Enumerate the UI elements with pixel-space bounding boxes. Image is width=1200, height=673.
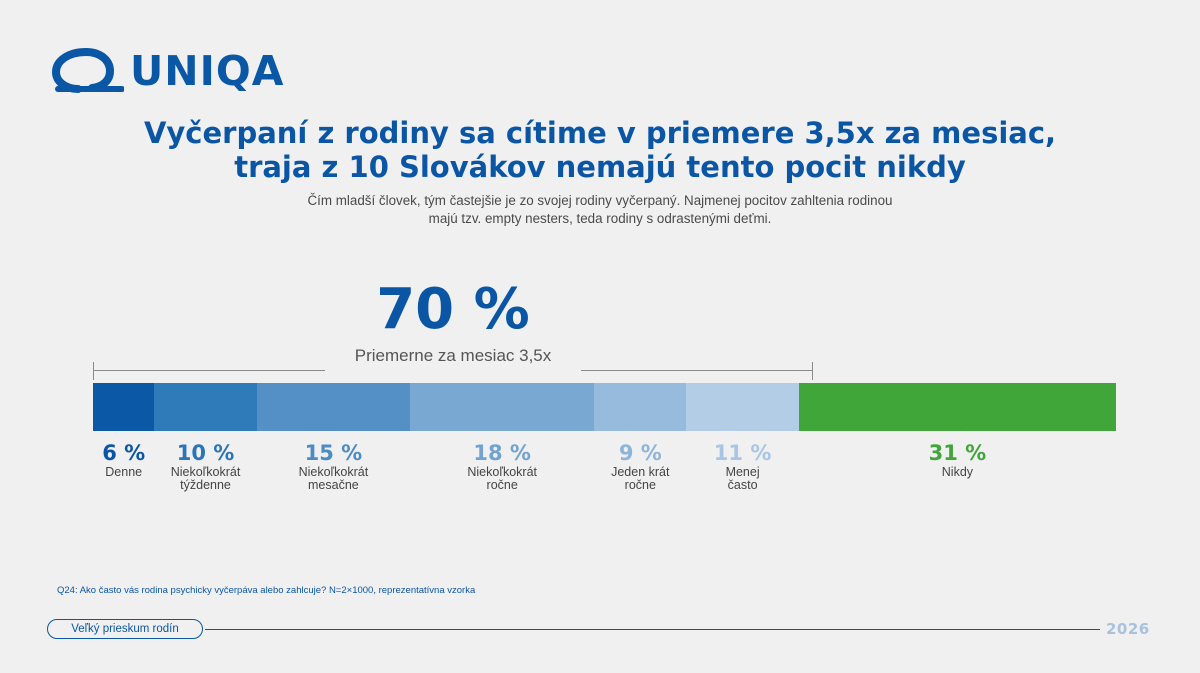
segment-category-line: Denne — [105, 465, 143, 479]
page-title: Vyčerpaní z rodiny sa cítime v priemere … — [0, 116, 1200, 184]
segment-category-label: Jeden krát ročne — [570, 466, 710, 492]
segment-label: 9 % Jeden krát ročne — [570, 440, 710, 492]
bracket-value-label: 70 % — [376, 277, 530, 342]
segment-category-line: Niekoľkokrát — [170, 465, 241, 479]
subtitle-line-1: Čím mladší človek, tým častejšie je zo s… — [307, 193, 893, 208]
bar-segment — [154, 383, 257, 431]
segment-category-line: Menej — [725, 465, 760, 479]
segment-label: 11 % Menej často — [673, 440, 813, 492]
segment-category-line: Niekoľkokrát — [467, 465, 538, 479]
bracket-left-tick — [93, 362, 94, 380]
segment-category-line: ročne — [624, 478, 656, 492]
bracket-right-tick — [812, 362, 813, 380]
page-subtitle: Čím mladší človek, tým častejšie je zo s… — [0, 192, 1200, 228]
segment-value-label: 9 % — [618, 441, 662, 465]
subtitle-line-2: majú tzv. empty nesters, teda rodiny s o… — [428, 211, 772, 226]
bar-segment — [594, 383, 687, 431]
segment-value-label: 10 % — [176, 441, 235, 465]
bar-segment — [93, 383, 155, 431]
segment-category-line: často — [727, 478, 758, 492]
segment-category-label: Niekoľkokrát ročne — [432, 466, 572, 492]
bracket-right-line — [581, 370, 813, 371]
segment-category-label: Denne — [54, 466, 194, 479]
segment-category-label: Niekoľkokrát týždenne — [136, 466, 276, 492]
stacked-bar — [93, 383, 1116, 431]
brand-name: UNIQA — [130, 47, 285, 95]
segment-label: 10 % Niekoľkokrát týždenne — [136, 440, 276, 492]
segment-value-label: 31 % — [928, 441, 987, 465]
segment-labels: 6 % Denne 10 % Niekoľkokrát týždenne 15 % Niek… — [93, 440, 1116, 500]
segment-category-line: ročne — [486, 478, 518, 492]
segment-label: 15 % Niekoľkokrát mesačne — [263, 440, 403, 492]
title-line-2: traja z 10 Slovákov nemajú tento pocit n… — [234, 150, 966, 184]
bracket-label: Priemerne za mesiac 3,5x — [354, 346, 552, 365]
segment-category-line: Niekoľkokrát — [298, 465, 369, 479]
segment-value-label: 15 % — [304, 441, 363, 465]
segment-value-label: 18 % — [473, 441, 531, 465]
segment-category-label: Nikdy — [887, 466, 1027, 479]
bar-segment — [256, 383, 411, 431]
segment-label: 31 % Nikdy — [887, 440, 1027, 479]
segment-category-line: Jeden krát — [611, 465, 670, 479]
title-line-1: Vyčerpaní z rodiny sa cítime v priemere … — [143, 116, 1057, 150]
footnote: Q24: Ako často vás rodina psychicky vyče… — [57, 585, 476, 596]
footer-divider — [205, 629, 1100, 630]
segment-label: 18 % Niekoľkokrát ročne — [432, 440, 572, 492]
survey-pill: Veľký prieskum rodín — [47, 619, 203, 639]
segment-category-line: Nikdy — [941, 465, 974, 479]
segment-value-label: 6 % — [102, 441, 146, 465]
segment-category-line: mesačne — [308, 478, 359, 492]
segment-category-line: týždenne — [180, 478, 231, 492]
bar-segment — [798, 383, 1116, 431]
bar-segment — [686, 383, 799, 431]
segment-category-label: Menej často — [673, 466, 813, 492]
segment-category-label: Niekoľkokrát mesačne — [263, 466, 403, 492]
uniqa-logo: UNIQA — [48, 48, 284, 94]
footer-year: 2026 — [1106, 620, 1150, 638]
uniqa-logo-icon — [51, 48, 124, 93]
bracket-left-line — [93, 370, 325, 371]
segment-label: 6 % Denne — [54, 440, 194, 479]
segment-value-label: 11 % — [713, 441, 772, 465]
bar-segment — [410, 383, 595, 431]
bracket — [93, 362, 813, 380]
